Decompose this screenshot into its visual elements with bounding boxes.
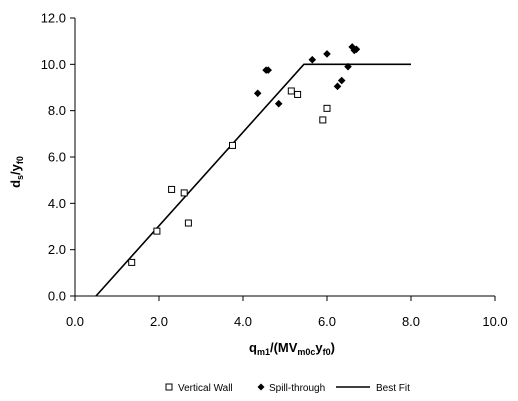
y-tick-label: 12.0 [41, 11, 66, 26]
legend-label-spill-through: Spill-through [269, 383, 325, 394]
y-tick-label: 6.0 [48, 150, 66, 165]
plot-area: 0.0 2.0 4.0 6.0 8.0 10.0 0.0 2.0 4.0 6.0 8.0 10.0 1… [41, 11, 508, 330]
x-ticks: 0.0 2.0 4.0 6.0 8.0 10.0 [66, 296, 508, 329]
legend-label-vertical-wall: Vertical Wall [178, 383, 233, 394]
legend-label-best-fit: Best Fit [376, 383, 410, 394]
x-tick-label: 4.0 [234, 314, 252, 329]
vertical-wall-point [323, 104, 331, 112]
vertical-wall-point [287, 87, 295, 95]
x-axis-label: qm1/(MVm0cyf0) [249, 340, 335, 357]
spill-through-point [308, 55, 317, 64]
x-tick-label: 0.0 [66, 314, 84, 329]
y-tick-label: 4.0 [48, 196, 66, 211]
y-ticks: 0.0 2.0 4.0 6.0 8.0 10.0 12.0 [41, 11, 75, 304]
spill-through-point [323, 50, 331, 58]
vertical-wall-point [184, 219, 192, 227]
x-tick-label: 10.0 [482, 314, 507, 329]
spill-through-point [333, 82, 342, 91]
x-tick-label: 2.0 [150, 314, 168, 329]
series-layer [95, 43, 411, 297]
vertical-wall-point [180, 189, 188, 197]
y-tick-label: 0.0 [48, 289, 66, 304]
vertical-wall-point [229, 141, 236, 149]
vertical-wall-point [294, 90, 302, 98]
y-axis-label: ds/yf0 [8, 156, 25, 188]
legend: Vertical Wall Spill-through Best Fit [165, 383, 410, 394]
spill-through-point [344, 62, 352, 71]
y-tick-label: 8.0 [48, 103, 66, 118]
spill-through-point [274, 99, 283, 108]
x-tick-label: 8.0 [402, 314, 420, 329]
vertical-wall-point [128, 258, 136, 266]
x-tick-label: 6.0 [318, 314, 336, 329]
vertical-wall-point [168, 185, 176, 193]
y-tick-label: 10.0 [41, 57, 66, 72]
vertical-wall-point [319, 116, 327, 124]
best-fit-line [95, 63, 411, 297]
legend-marker-spill-through [257, 383, 265, 391]
vertical-wall-point [153, 227, 161, 235]
spill-through-point [253, 89, 262, 98]
legend-marker-vertical-wall [165, 383, 173, 391]
spill-through-point [337, 76, 346, 85]
y-tick-label: 2.0 [48, 242, 66, 257]
spill-through-point [352, 45, 361, 54]
spill-through-point [264, 66, 272, 74]
